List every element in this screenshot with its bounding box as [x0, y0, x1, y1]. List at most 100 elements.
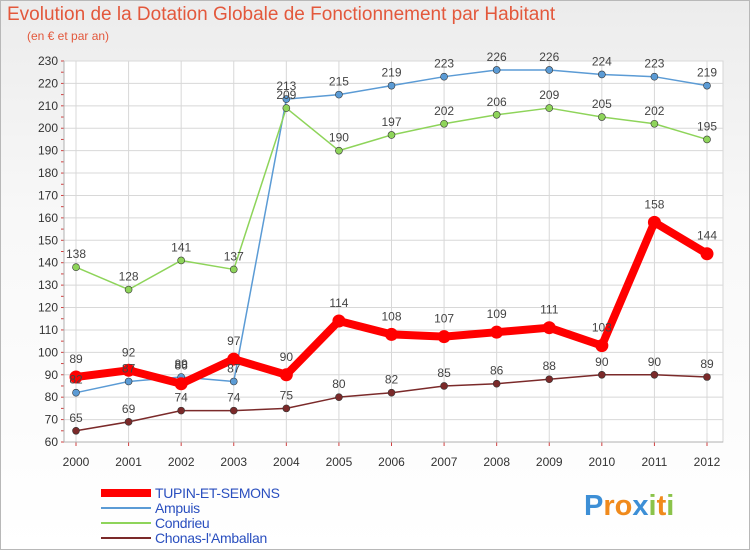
y-tick-label: 210: [38, 99, 58, 113]
data-point: [492, 110, 501, 119]
data-point: [595, 339, 609, 353]
data-point: [335, 393, 343, 401]
data-point: [69, 370, 83, 384]
data-label: 223: [434, 57, 454, 71]
data-label: 202: [644, 104, 664, 118]
data-point: [387, 81, 396, 90]
data-label: 65: [69, 411, 83, 425]
data-point: [124, 285, 133, 294]
data-label: 88: [543, 359, 557, 373]
data-label: 107: [434, 312, 454, 326]
data-label: 82: [69, 373, 83, 387]
y-tick-label: 160: [38, 211, 58, 225]
x-tick-label: 2011: [642, 455, 668, 469]
data-label: 92: [122, 345, 136, 359]
data-point: [598, 70, 606, 79]
data-point: [229, 377, 238, 386]
data-label: 226: [539, 50, 559, 64]
data-point: [545, 66, 554, 74]
y-tick-label: 230: [38, 54, 58, 68]
data-point: [437, 330, 451, 344]
data-point: [124, 418, 133, 426]
chart-subtitle: (en € et par an): [27, 29, 110, 43]
legend-label: Condrieu: [155, 515, 210, 531]
data-label: 80: [332, 377, 346, 391]
y-tick-label: 190: [38, 144, 58, 158]
x-tick-label: 2007: [431, 455, 458, 469]
y-tick-label: 110: [39, 323, 58, 337]
data-point: [387, 131, 396, 139]
data-label: 111: [540, 303, 559, 317]
logo-letter: P: [584, 490, 604, 522]
data-point: [545, 375, 554, 384]
y-tick-label: 130: [38, 278, 58, 292]
data-label: 226: [487, 50, 507, 64]
data-label: 215: [329, 75, 349, 89]
y-tick-label: 120: [38, 301, 58, 315]
data-point: [229, 406, 238, 415]
data-point: [703, 135, 711, 144]
data-point: [492, 66, 501, 74]
data-label: 190: [329, 131, 349, 145]
data-point: [385, 327, 398, 341]
data-point: [72, 426, 80, 435]
data-label: 219: [697, 66, 717, 80]
y-tick-label: 170: [38, 188, 58, 202]
data-label: 87: [227, 361, 241, 375]
data-label: 109: [487, 307, 507, 321]
data-label: 69: [122, 402, 136, 416]
data-point: [72, 263, 80, 271]
legend-swatch: [101, 522, 151, 524]
data-label: 144: [697, 229, 717, 243]
legend-swatch: [101, 537, 151, 539]
data-point: [282, 404, 291, 413]
data-point: [174, 377, 188, 391]
data-point: [545, 104, 554, 112]
data-point: [440, 119, 448, 128]
y-tick-label: 220: [38, 76, 58, 90]
logo-letter: o: [614, 490, 633, 522]
data-label: 223: [644, 57, 664, 71]
x-tick-label: 2001: [115, 455, 142, 469]
data-point: [229, 265, 238, 274]
data-label: 90: [648, 355, 662, 369]
data-point: [177, 406, 185, 415]
data-point: [124, 377, 133, 386]
legend-label: TUPIN-ET-SEMONS: [155, 485, 280, 501]
data-label: 87: [122, 361, 136, 375]
data-label: 97: [227, 334, 241, 348]
x-tick-label: 2006: [378, 455, 405, 469]
x-tick-label: 2002: [168, 455, 195, 469]
data-point: [492, 379, 501, 388]
y-tick-label: 140: [38, 256, 58, 270]
logo-letter: x: [632, 490, 649, 522]
data-point: [177, 256, 185, 265]
data-point: [647, 215, 661, 229]
data-point: [700, 247, 714, 261]
logo-letter: i: [666, 490, 675, 522]
data-label: 90: [595, 355, 609, 369]
data-label: 89: [174, 357, 188, 371]
x-tick-label: 2012: [694, 455, 721, 469]
legend-swatch: [101, 489, 151, 497]
y-tick-label: 100: [38, 345, 58, 359]
data-label: 74: [174, 391, 188, 405]
data-label: 197: [381, 115, 401, 129]
chart-title: Evolution de la Dotation Globale de Fonc…: [7, 4, 556, 25]
data-point: [650, 370, 659, 379]
y-tick-label: 200: [38, 121, 58, 135]
data-label: 86: [174, 359, 188, 373]
y-tick-label: 80: [45, 390, 59, 404]
data-label: 195: [697, 119, 717, 133]
data-label: 224: [592, 54, 612, 68]
data-point: [650, 119, 659, 128]
y-tick-label: 180: [38, 166, 58, 180]
data-label: 85: [437, 366, 451, 380]
data-label: 75: [280, 388, 294, 402]
data-label: 90: [280, 350, 294, 364]
logo-letter: t: [656, 490, 667, 522]
x-tick-label: 2000: [63, 455, 90, 469]
data-label: 86: [490, 364, 504, 378]
data-label: 141: [171, 240, 191, 254]
